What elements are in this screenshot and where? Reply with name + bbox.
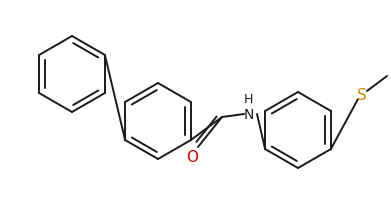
Text: H: H — [243, 92, 253, 105]
Text: O: O — [186, 150, 198, 165]
Text: N: N — [244, 108, 254, 121]
Text: S: S — [357, 88, 367, 103]
